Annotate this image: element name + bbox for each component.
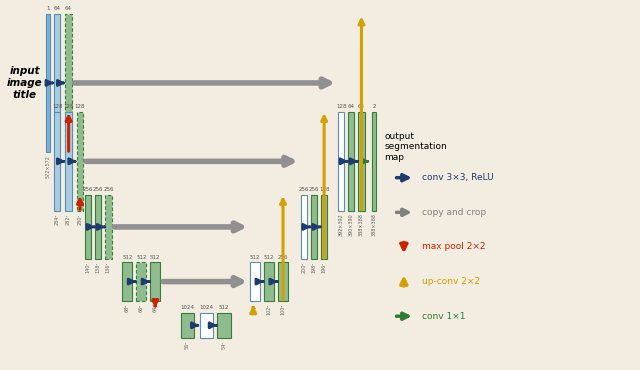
Bar [301, 195, 307, 259]
Text: 256: 256 [83, 187, 93, 192]
Text: 1024: 1024 [200, 305, 214, 310]
Bar [54, 14, 60, 152]
Text: 64: 64 [358, 104, 365, 109]
Bar [250, 262, 260, 301]
Text: 568×568: 568×568 [66, 155, 71, 178]
Text: 54²: 54² [221, 341, 227, 349]
Text: 66²: 66² [139, 304, 144, 312]
Text: 128: 128 [336, 104, 346, 109]
Text: 512: 512 [150, 255, 161, 259]
Text: 64: 64 [348, 104, 355, 109]
Text: 570×570: 570×570 [54, 155, 60, 178]
Bar [136, 262, 147, 301]
Text: 136²: 136² [106, 262, 111, 273]
Text: 256: 256 [299, 187, 309, 192]
Text: 392×392: 392×392 [339, 213, 344, 236]
Bar [200, 313, 214, 338]
Bar [180, 313, 195, 338]
Text: 68²: 68² [125, 304, 130, 312]
Text: up-conv 2×2: up-conv 2×2 [422, 277, 480, 286]
Bar [338, 112, 344, 211]
Text: 390×390: 390×390 [349, 213, 354, 236]
Text: 282²: 282² [66, 213, 71, 225]
Bar [311, 195, 317, 259]
Bar [217, 313, 231, 338]
Text: 512: 512 [250, 255, 260, 259]
Text: 102²: 102² [267, 304, 271, 315]
Text: 64: 64 [54, 6, 61, 11]
Text: 572×572: 572×572 [45, 155, 50, 178]
Bar [122, 262, 132, 301]
Text: 128: 128 [63, 104, 74, 109]
Text: 1: 1 [46, 6, 49, 11]
Text: input
image
title: input image title [7, 66, 43, 100]
Text: 512: 512 [122, 255, 132, 259]
Text: 284²: 284² [54, 213, 60, 225]
Text: 256: 256 [278, 255, 288, 259]
Text: 388×388: 388×388 [359, 213, 364, 236]
Bar [65, 14, 72, 152]
Text: 256: 256 [308, 187, 319, 192]
Text: 128: 128 [52, 104, 63, 109]
Text: 512: 512 [264, 255, 275, 259]
Text: 256: 256 [93, 187, 104, 192]
Bar [278, 262, 288, 301]
Text: conv 1×1: conv 1×1 [422, 312, 466, 321]
Bar [106, 195, 111, 259]
Bar [54, 112, 60, 211]
Text: 138²: 138² [96, 262, 101, 273]
Text: 198²: 198² [312, 262, 317, 273]
Text: 128: 128 [75, 104, 85, 109]
Bar [95, 195, 102, 259]
Text: 2: 2 [372, 104, 376, 109]
Bar [321, 195, 327, 259]
Text: 1024: 1024 [180, 305, 195, 310]
Text: max pool 2×2: max pool 2×2 [422, 242, 486, 252]
Bar [85, 195, 92, 259]
Bar [264, 262, 274, 301]
Text: 280²: 280² [77, 213, 83, 225]
Bar [46, 14, 50, 152]
Bar [65, 112, 72, 211]
Bar [348, 112, 355, 211]
Bar [372, 112, 376, 211]
Text: 104²: 104² [253, 304, 258, 315]
Text: 256: 256 [103, 187, 114, 192]
Text: 100²: 100² [280, 304, 285, 315]
Text: 512: 512 [219, 305, 230, 310]
Text: conv 3×3, ReLU: conv 3×3, ReLU [422, 173, 494, 182]
Text: 200²: 200² [301, 262, 307, 273]
Text: 128: 128 [319, 187, 330, 192]
Text: 140²: 140² [86, 262, 91, 273]
Bar [77, 112, 83, 211]
Text: 56²: 56² [185, 341, 190, 349]
Text: 512: 512 [136, 255, 147, 259]
Text: 64: 64 [65, 6, 72, 11]
Text: 388×388: 388×388 [372, 213, 376, 236]
Text: 64²: 64² [153, 304, 157, 312]
Text: copy and crop: copy and crop [422, 208, 486, 217]
Bar [150, 262, 160, 301]
Bar [358, 112, 365, 211]
Text: 196²: 196² [322, 262, 326, 273]
Text: output
segmentation
map: output segmentation map [384, 132, 447, 162]
